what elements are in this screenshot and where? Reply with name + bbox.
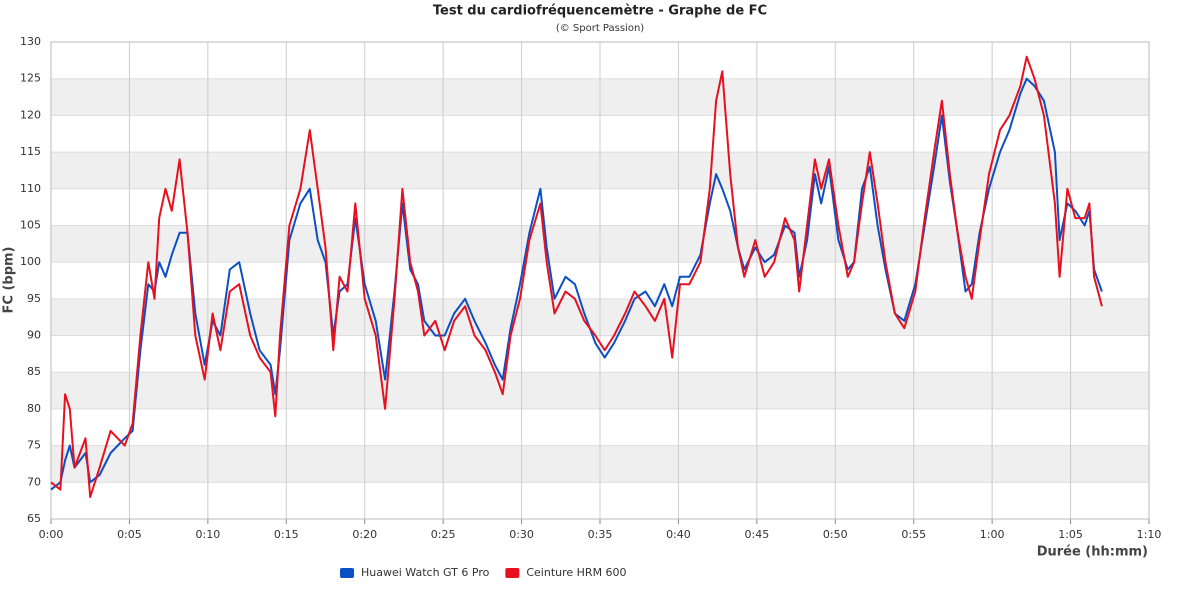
x-tick-label: 1:00 (980, 528, 1005, 541)
x-tick-label: 0:20 (352, 528, 377, 541)
y-axis-title: FC (bpm) (2, 247, 17, 314)
x-tick-label: 1:05 (1058, 528, 1083, 541)
x-tick-label: 0:05 (117, 528, 142, 541)
x-tick-label: 0:45 (745, 528, 770, 541)
x-tick-label: 0:30 (509, 528, 534, 541)
x-tick-label: 0:50 (823, 528, 848, 541)
chart-subtitle: (© Sport Passion) (556, 23, 644, 34)
y-tick-label: 100 (20, 255, 41, 268)
y-tick-label: 80 (27, 402, 41, 415)
series-line (50, 55, 1103, 498)
plot-border (50, 41, 1150, 520)
y-tick-label: 120 (20, 108, 41, 121)
x-tick-label: 0:40 (666, 528, 691, 541)
chart-title: Test du cardiofréquencemètre - Graphe de… (433, 4, 767, 19)
x-tick-label: 0:25 (431, 528, 456, 541)
y-tick-label: 105 (20, 218, 41, 231)
x-tick-label: 0:00 (39, 528, 64, 541)
x-tick-label: 0:10 (196, 528, 221, 541)
y-tick-label: 85 (27, 365, 41, 378)
x-tick-label: 1:10 (1137, 528, 1162, 541)
y-tick-label: 115 (20, 145, 41, 158)
x-tick-label: 0:15 (274, 528, 299, 541)
y-tick-label: 70 (27, 475, 41, 488)
y-tick-label: 65 (27, 512, 41, 525)
x-tick-label: 0:55 (901, 528, 926, 541)
y-tick-label: 125 (20, 72, 41, 85)
legend-label: Huawei Watch GT 6 Pro (361, 566, 490, 579)
y-tick-label: 95 (27, 292, 41, 305)
legend-swatch (340, 568, 354, 578)
legend-label: Ceinture HRM 600 (526, 566, 626, 579)
legend-swatch (505, 568, 520, 578)
x-axis-title: Durée (hh:mm) (1037, 545, 1148, 560)
y-tick-label: 110 (20, 182, 41, 195)
x-tick-label: 0:35 (588, 528, 613, 541)
y-tick-label: 90 (27, 329, 41, 342)
y-tick-label: 75 (27, 439, 41, 452)
y-tick-label: 130 (20, 35, 41, 48)
